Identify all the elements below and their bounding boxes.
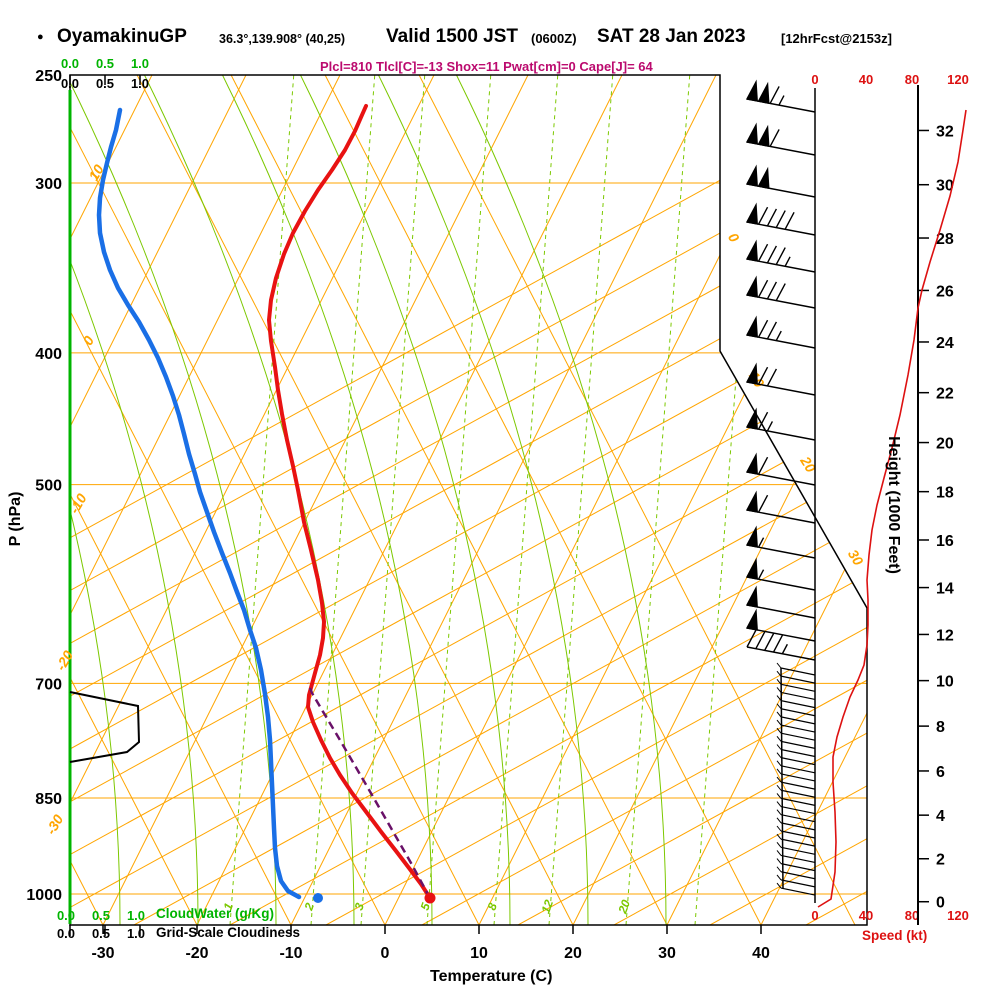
svg-text:1.0: 1.0 xyxy=(131,76,149,91)
svg-text:14: 14 xyxy=(936,581,954,598)
svg-text:-30: -30 xyxy=(91,945,114,962)
svg-text:1.0: 1.0 xyxy=(127,908,145,923)
svg-text:8: 8 xyxy=(936,719,945,736)
svg-text:0.0: 0.0 xyxy=(57,926,75,941)
stability-indices: Plcl=810 Tlcl[C]=-13 Shox=11 Pwat[cm]=0 … xyxy=(320,59,653,74)
svg-text:1.0: 1.0 xyxy=(131,56,149,71)
svg-text:80: 80 xyxy=(905,908,919,923)
svg-text:2: 2 xyxy=(301,901,317,913)
svg-text:4: 4 xyxy=(936,808,945,825)
station-bullet-icon: ● xyxy=(37,31,44,43)
svg-text:400: 400 xyxy=(35,346,62,363)
svg-text:22: 22 xyxy=(936,386,954,403)
station-coordinates: 36.3°,139.908° (40,25) xyxy=(219,32,346,46)
svg-text:0: 0 xyxy=(936,895,945,912)
svg-text:80: 80 xyxy=(905,72,919,87)
svg-text:0: 0 xyxy=(725,230,743,245)
svg-text:30: 30 xyxy=(658,945,676,962)
parcel-path xyxy=(306,682,432,899)
svg-text:120: 120 xyxy=(947,908,969,923)
svg-text:40: 40 xyxy=(859,908,873,923)
svg-text:0.0: 0.0 xyxy=(57,908,75,923)
svg-text:20: 20 xyxy=(615,898,633,917)
height-axis-title: Height (1000 Feet) xyxy=(885,436,902,574)
cloudiness-profile xyxy=(69,691,141,763)
svg-text:0.0: 0.0 xyxy=(61,76,79,91)
temperature-axis-title: Temperature (C) xyxy=(430,968,553,985)
surface-temperature-dot xyxy=(424,892,436,904)
svg-text:-30: -30 xyxy=(42,812,66,838)
svg-text:-20: -20 xyxy=(185,945,208,962)
svg-text:0: 0 xyxy=(811,908,818,923)
svg-text:500: 500 xyxy=(35,478,62,495)
pressure-axis-title: P (hPa) xyxy=(7,491,24,547)
svg-text:1000: 1000 xyxy=(26,887,62,904)
svg-text:12: 12 xyxy=(936,627,954,644)
svg-text:20: 20 xyxy=(797,453,819,476)
svg-text:1.0: 1.0 xyxy=(127,926,145,941)
wind-barbs xyxy=(745,79,816,903)
svg-text:8: 8 xyxy=(485,901,501,912)
wind-speed-profile xyxy=(817,109,967,908)
svg-text:10: 10 xyxy=(470,945,488,962)
svg-text:5: 5 xyxy=(418,901,434,912)
svg-text:0: 0 xyxy=(381,945,390,962)
speed-axis-title: Speed (kt) xyxy=(862,928,928,943)
svg-text:32: 32 xyxy=(936,123,954,140)
svg-text:0: 0 xyxy=(811,72,818,87)
svg-text:3: 3 xyxy=(352,901,368,912)
dewpoint-curve xyxy=(96,107,302,900)
svg-text:40: 40 xyxy=(752,945,770,962)
svg-text:1: 1 xyxy=(221,901,237,912)
svg-text:20: 20 xyxy=(564,945,582,962)
svg-text:250: 250 xyxy=(35,68,62,85)
svg-text:0.5: 0.5 xyxy=(92,908,110,923)
svg-text:120: 120 xyxy=(947,72,969,87)
svg-text:10: 10 xyxy=(936,674,954,691)
svg-text:0.0: 0.0 xyxy=(61,56,79,71)
svg-text:850: 850 xyxy=(35,791,62,808)
svg-text:0.5: 0.5 xyxy=(96,56,114,71)
svg-text:-10: -10 xyxy=(279,945,302,962)
surface-dewpoint-dot xyxy=(313,893,323,903)
svg-text:0: 0 xyxy=(79,333,97,348)
svg-text:40: 40 xyxy=(859,72,873,87)
svg-text:26: 26 xyxy=(936,283,954,300)
svg-text:20: 20 xyxy=(936,436,954,453)
svg-text:30: 30 xyxy=(936,178,954,195)
svg-text:0.5: 0.5 xyxy=(96,76,114,91)
svg-text:0.5: 0.5 xyxy=(92,926,110,941)
svg-text:700: 700 xyxy=(35,676,62,693)
svg-text:30: 30 xyxy=(845,547,867,569)
valid-time: Valid 1500 JST xyxy=(386,26,519,47)
svg-text:300: 300 xyxy=(35,176,62,193)
forecast-run-info: [12hrFcst@2153z] xyxy=(781,31,892,46)
svg-text:28: 28 xyxy=(936,231,954,248)
grid-orange xyxy=(70,75,867,925)
svg-text:24: 24 xyxy=(936,335,954,352)
svg-text:16: 16 xyxy=(936,533,954,550)
valid-time-utc: (0600Z) xyxy=(531,31,577,46)
svg-text:-20: -20 xyxy=(52,648,76,674)
valid-date: SAT 28 Jan 2023 xyxy=(597,26,746,47)
svg-text:2: 2 xyxy=(936,852,945,869)
cloudiness-scale-title: Grid-Scale Cloudiness xyxy=(156,925,301,940)
cloudwater-scale-title: CloudWater (g/Kg) xyxy=(156,906,274,921)
svg-text:6: 6 xyxy=(936,764,945,781)
svg-text:12: 12 xyxy=(538,898,556,916)
svg-text:18: 18 xyxy=(936,485,954,502)
temperature-curve xyxy=(267,104,432,900)
station-name: OyamakinuGP xyxy=(57,26,187,47)
